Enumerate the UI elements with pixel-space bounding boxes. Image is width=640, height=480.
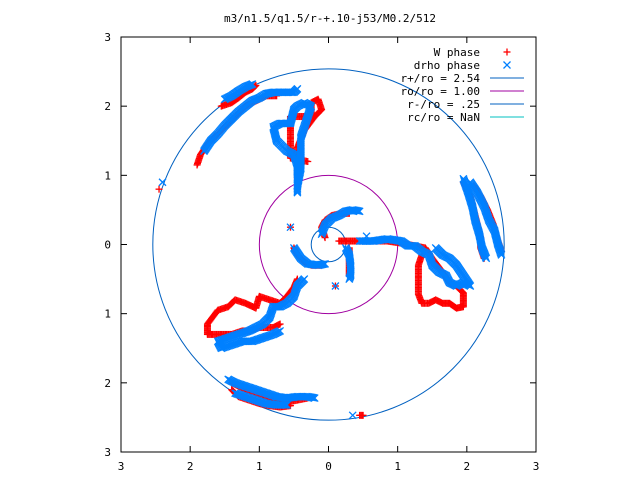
legend-marker	[503, 61, 511, 69]
y-tick-label: 1	[104, 308, 111, 321]
drho-phase-point	[293, 84, 302, 93]
drho-phase-point	[354, 207, 363, 216]
data-points	[155, 80, 506, 420]
x-tick-label: 0	[325, 460, 332, 473]
w-phase-point	[359, 411, 367, 419]
x-tick-label: 3	[118, 460, 125, 473]
drho-phase-point	[353, 206, 362, 215]
x-tick-label: 2	[187, 460, 194, 473]
chart-title: m3/n1.5/q1.5/r-+.10-j53/M0.2/512	[224, 12, 436, 25]
drho-phase-point	[293, 187, 302, 196]
x-tick-label: 3	[533, 460, 540, 473]
legend-label: r-/ro = .25	[407, 98, 480, 111]
drho-phase-point	[248, 80, 257, 88]
w-phase-point	[155, 185, 163, 193]
drho-phase-point	[280, 401, 289, 409]
drho-phase-point	[355, 207, 364, 216]
drho-phase-point	[348, 411, 357, 420]
y-tick-label: 2	[104, 377, 111, 390]
drho-phase-point	[286, 223, 295, 232]
drho-phase-point	[362, 232, 371, 241]
legend-label: W phase	[434, 46, 480, 59]
legend-label: drho phase	[414, 59, 480, 72]
drho-phase-point	[497, 250, 506, 259]
drho-phase-point	[431, 243, 440, 252]
x-tick-label: 2	[464, 460, 471, 473]
drho-phase-point	[482, 254, 491, 263]
drho-phase-point	[345, 275, 354, 284]
circle-r+	[152, 68, 505, 421]
w-phase-point	[276, 320, 284, 328]
y-tick-label: 0	[104, 239, 111, 252]
y-tick-label: 3	[104, 446, 111, 459]
y-tick-label: 3	[104, 31, 111, 44]
drho-phase-point	[276, 326, 285, 335]
drho-phase-point	[318, 260, 327, 269]
legend-label: ro/ro = 1.00	[401, 85, 480, 98]
x-tick-label: 1	[256, 460, 263, 473]
drho-phase-point	[321, 259, 330, 268]
drho-phase-point	[308, 393, 317, 402]
y-tick-label: 1	[104, 169, 111, 182]
drho-phase-point	[319, 260, 328, 269]
drho-phase-point	[293, 185, 302, 194]
drho-phase-point	[158, 178, 167, 187]
y-tick-label: 2	[104, 100, 111, 113]
legend-label: r+/ro = 2.54	[401, 72, 481, 85]
legend-label: rc/ro = NaN	[407, 111, 480, 124]
drho-phase-point	[310, 394, 319, 403]
drho-phase-point	[309, 393, 318, 402]
x-tick-label: 1	[394, 460, 401, 473]
legend-marker	[503, 48, 511, 56]
drho-phase-point	[281, 401, 290, 409]
drho-phase-point	[331, 282, 340, 290]
drho-phase-point	[293, 188, 302, 197]
drho-phase-point	[283, 401, 291, 409]
